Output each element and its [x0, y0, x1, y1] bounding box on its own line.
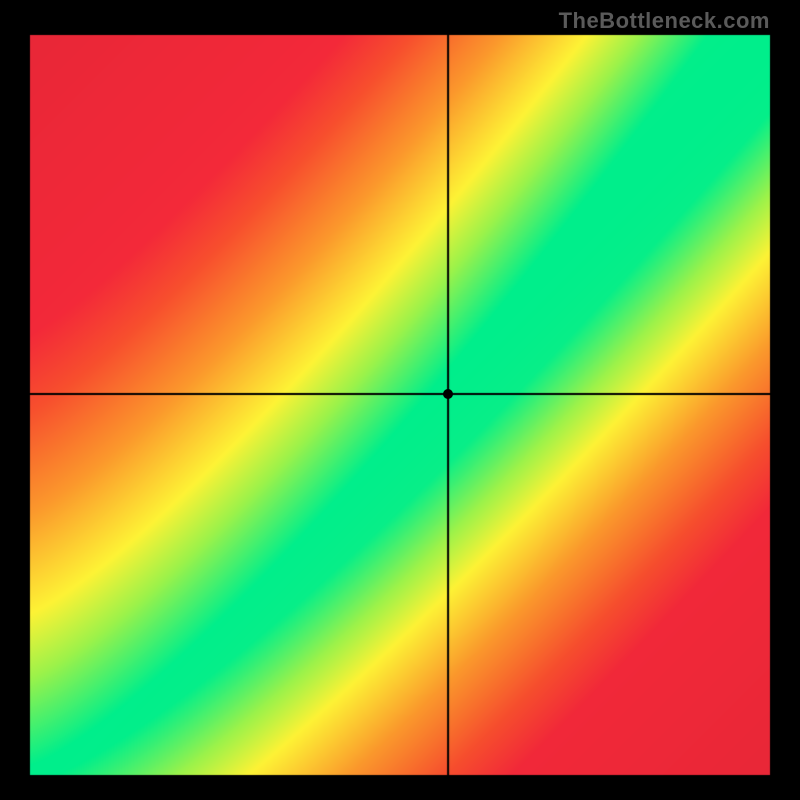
chart-container: TheBottleneck.com [0, 0, 800, 800]
bottleneck-heatmap [0, 0, 800, 800]
crosshair-marker [443, 389, 453, 399]
watermark-text: TheBottleneck.com [559, 8, 770, 34]
